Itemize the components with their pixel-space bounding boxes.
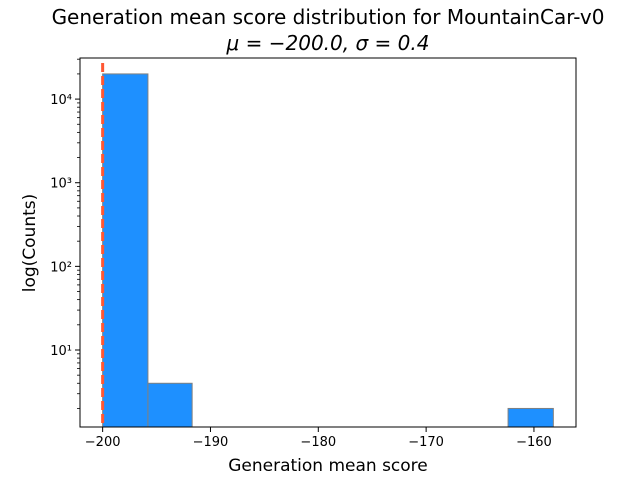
histogram-bar-1: [147, 382, 193, 428]
x-tick-label: −170: [408, 435, 444, 450]
chart-subtitle: μ = −200.0, σ = 0.4: [226, 31, 430, 55]
y-tick-label: 10²: [50, 260, 72, 275]
y-tick-label: 10⁴: [50, 93, 72, 108]
x-axis-ticks: −200 −190 −180 −170 −160: [85, 427, 552, 450]
x-tick-label: −160: [516, 435, 552, 450]
y-tick-label: 10¹: [50, 344, 72, 359]
x-tick-label: −180: [300, 435, 336, 450]
y-tick-label: 10³: [50, 177, 72, 192]
histogram-bars: [102, 73, 554, 428]
x-tick-label: −200: [85, 435, 121, 450]
plot-frame: [79, 57, 577, 428]
y-axis-label: log(Counts): [20, 194, 40, 293]
x-axis-label: Generation mean score: [228, 456, 428, 476]
y-axis-ticks: 10¹ 10² 10³ 10⁴: [50, 58, 80, 409]
histogram-bar-0: [102, 73, 149, 428]
chart-title: Generation mean score distribution for M…: [52, 5, 605, 29]
x-tick-label: −190: [193, 435, 229, 450]
histogram-bar-2: [507, 407, 554, 428]
